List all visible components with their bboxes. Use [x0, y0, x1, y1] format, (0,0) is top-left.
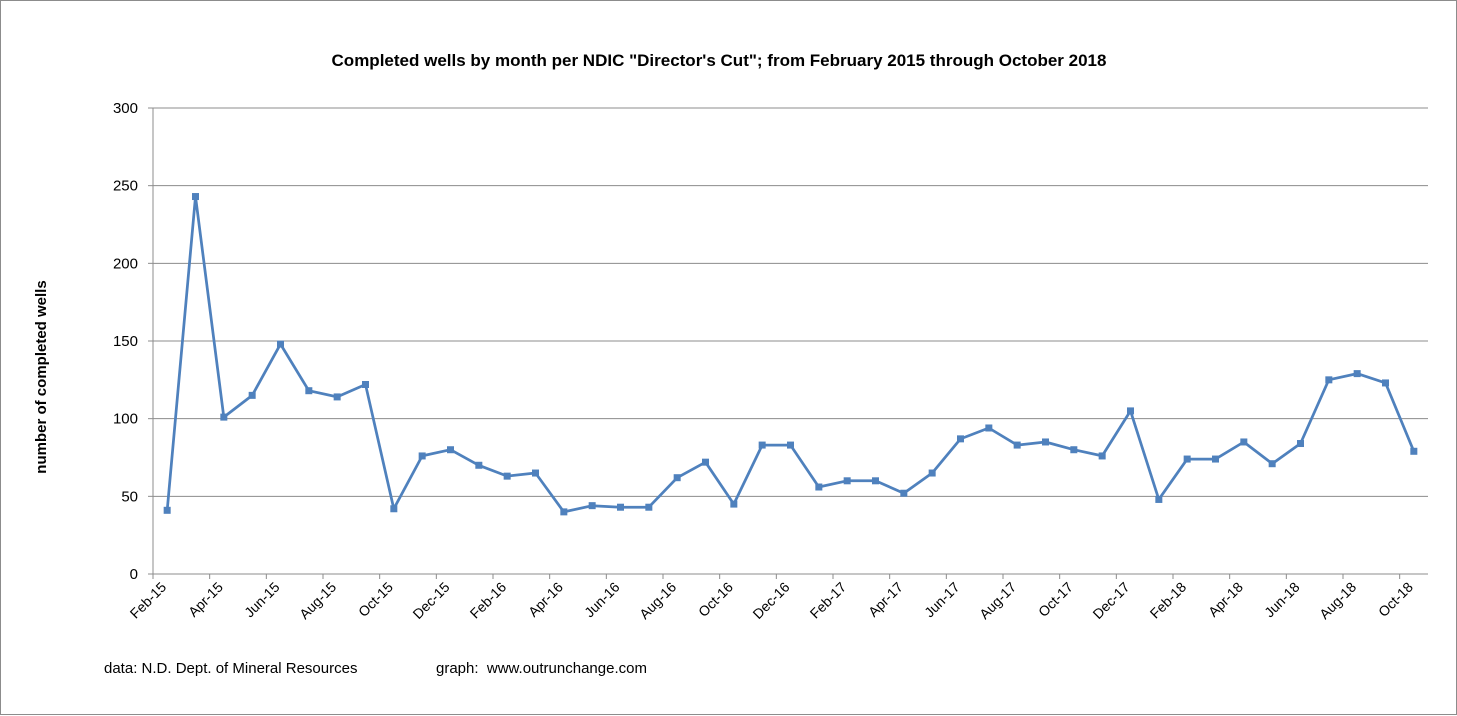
y-tick-label: 150: [113, 333, 138, 350]
data-point: [277, 340, 284, 348]
y-tick-label: 250: [113, 178, 138, 195]
x-tick-label: Oct-17: [1035, 579, 1076, 620]
data-point: [560, 508, 568, 516]
data-source-note: data: N.D. Dept. of Mineral Resources: [104, 660, 358, 677]
data-point: [702, 458, 709, 466]
y-tick-label: 50: [121, 488, 138, 505]
x-tick-label: Feb-17: [807, 579, 850, 622]
data-point: [843, 477, 851, 485]
y-axis-label: number of completed wells: [33, 280, 50, 473]
graph-source-note: graph: www.outrunchange.com: [436, 660, 647, 677]
data-point: [220, 413, 228, 421]
data-point: [872, 477, 879, 485]
data-point: [957, 435, 964, 443]
data-point: [503, 472, 511, 480]
data-point: [192, 193, 199, 201]
y-tick-label: 300: [113, 100, 138, 117]
x-tick-label: Apr-18: [1205, 579, 1246, 620]
data-point: [305, 387, 313, 395]
data-point: [815, 483, 823, 491]
data-point: [248, 391, 256, 399]
x-tick-label: Apr-15: [185, 579, 226, 620]
data-point: [900, 489, 908, 497]
data-point: [532, 469, 539, 477]
y-tick-labels: 0 50 100 150 200 250 300: [113, 100, 138, 583]
x-tick-label: Oct-18: [1375, 579, 1416, 620]
y-tick-label: 0: [130, 566, 138, 583]
data-point: [588, 502, 596, 510]
axes: [148, 107, 1428, 579]
x-tick-label: Oct-16: [695, 579, 736, 620]
x-tick-label: Aug-17: [976, 579, 1019, 622]
data-point: [928, 469, 936, 477]
x-tick-label: Aug-16: [636, 579, 679, 622]
chart-title: Completed wells by month per NDIC "Direc…: [332, 51, 1107, 70]
x-tick-label: Jun-17: [921, 579, 963, 621]
x-tick-label: Dec-17: [1089, 579, 1132, 622]
data-point: [1297, 440, 1304, 448]
data-point: [1042, 438, 1049, 446]
data-point: [163, 506, 171, 514]
x-tick-label: Jun-16: [581, 579, 623, 621]
data-point: [1098, 452, 1106, 460]
x-tick-label: Feb-18: [1147, 579, 1190, 622]
x-tick-label: Apr-17: [865, 579, 906, 620]
data-point: [1382, 379, 1389, 387]
x-tick-label: Oct-15: [355, 579, 396, 620]
data-point: [418, 452, 426, 460]
x-tick-label: Jun-18: [1261, 579, 1303, 621]
data-point: [390, 505, 398, 513]
x-tick-label: Aug-18: [1316, 579, 1359, 622]
series-completed-wells: [163, 193, 1418, 516]
y-tick-label: 200: [113, 255, 138, 272]
data-point: [475, 461, 483, 469]
data-point: [1127, 407, 1134, 415]
data-point: [645, 503, 653, 511]
data-point: [673, 474, 681, 482]
y-tick-label: 100: [113, 411, 138, 428]
data-point: [1155, 495, 1163, 503]
data-point: [1183, 455, 1191, 463]
data-point: [985, 424, 993, 432]
data-point: [617, 503, 624, 511]
data-point: [1013, 441, 1021, 449]
x-tick-label: Dec-16: [749, 579, 792, 622]
data-point: [1268, 460, 1276, 468]
data-point: [1410, 447, 1418, 455]
data-point: [787, 441, 794, 449]
data-point: [1240, 438, 1248, 446]
data-point: [447, 446, 454, 454]
data-point: [362, 380, 369, 388]
data-point: [758, 441, 766, 449]
x-tick-label: Feb-15: [127, 579, 170, 622]
data-point: [1070, 446, 1078, 454]
series-line: [165, 195, 1416, 514]
gridlines: [153, 107, 1428, 497]
x-tick-label: Aug-15: [296, 579, 339, 622]
data-point: [333, 393, 341, 401]
x-tick-labels: Feb-15 Apr-15 Jun-15 Aug-15 Oct-15 Dec-15 Feb-…: [127, 579, 1416, 622]
data-point: [730, 500, 738, 508]
data-point: [1325, 376, 1333, 384]
x-tick-label: Dec-15: [409, 579, 452, 622]
data-point: [1353, 370, 1361, 378]
x-tick-label: Feb-16: [467, 579, 510, 622]
data-point: [1212, 455, 1219, 463]
x-tick-label: Jun-15: [241, 579, 283, 621]
x-tick-label: Apr-16: [525, 579, 566, 620]
